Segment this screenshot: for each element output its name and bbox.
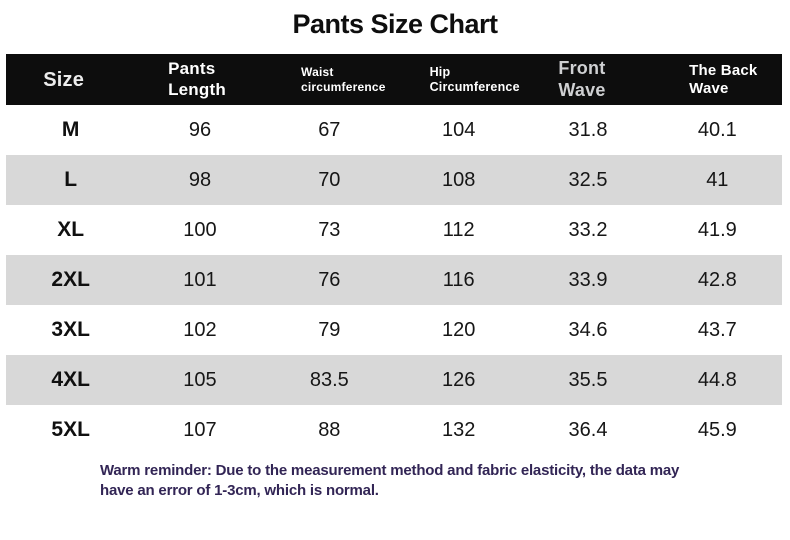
cell-the-back-wave: 44.8 [697, 368, 737, 391]
cell-pants-length: 105 [183, 368, 217, 391]
size-label: 5XL [51, 418, 90, 441]
column-header-the-back-wave: The Back Wave [689, 61, 758, 97]
column-header-waist-circumference: Waist circumference [300, 65, 386, 94]
cell-the-back-wave: 41.9 [697, 218, 737, 241]
size-label: 2XL [51, 268, 90, 291]
cell-waist-circumference: 88 [318, 418, 341, 441]
cell-hip-circumference: 116 [442, 268, 475, 291]
table-row-3xl: 3XL 102 79 120 34.6 43.7 [6, 305, 782, 355]
column-header-front-wave: Front Wave [558, 57, 606, 100]
cell-front-wave: 32.5 [568, 168, 608, 191]
column-header-size: Size [43, 68, 85, 91]
cell-front-wave: 34.6 [568, 318, 608, 341]
cell-front-wave: 35.5 [568, 368, 608, 391]
table-header-row: Size Pants Length Waist circumference Hip Circ… [6, 54, 782, 105]
cell-pants-length: 100 [183, 218, 217, 241]
cell-the-back-wave: 41 [706, 168, 729, 191]
cell-front-wave: 36.4 [568, 418, 608, 441]
cell-waist-circumference: 67 [318, 118, 341, 141]
cell-hip-circumference: 126 [441, 368, 476, 391]
table-row-m: M 96 67 104 31.8 40.1 [6, 105, 782, 155]
cell-waist-circumference: 79 [318, 318, 341, 341]
cell-hip-circumference: 132 [441, 418, 476, 441]
size-table: Size Pants Length Waist circumference Hip Circ… [6, 54, 782, 455]
table-body: M 96 67 104 31.8 40.1 L 98 70 108 32.5 41 XL 100 73 112… [6, 105, 782, 455]
size-label: M [61, 118, 80, 141]
cell-waist-circumference: 83.5 [309, 368, 349, 391]
cell-front-wave: 33.2 [568, 218, 608, 241]
cell-waist-circumference: 76 [318, 268, 341, 291]
cell-front-wave: 33.9 [568, 268, 608, 291]
size-label: 3XL [51, 318, 90, 341]
footnote: Warm reminder: Due to the measurement me… [100, 462, 680, 499]
cell-the-back-wave: 42.8 [697, 268, 737, 291]
cell-the-back-wave: 40.1 [697, 118, 737, 141]
size-label: 4XL [51, 368, 90, 391]
cell-pants-length: 102 [183, 318, 217, 341]
cell-pants-length: 96 [188, 118, 212, 141]
column-header-hip-circumference: Hip Circumference [429, 64, 520, 94]
page-title: Pants Size Chart [292, 9, 498, 39]
cell-hip-circumference: 104 [441, 118, 476, 141]
cell-front-wave: 31.8 [568, 118, 608, 141]
table-row-4xl: 4XL 105 83.5 126 35.5 44.8 [6, 355, 782, 405]
table-row-2xl: 2XL 101 76 116 33.9 42.8 [6, 255, 782, 305]
cell-pants-length: 107 [183, 418, 217, 441]
cell-hip-circumference: 112 [442, 218, 475, 241]
cell-the-back-wave: 43.7 [697, 318, 737, 341]
size-label: L [64, 168, 78, 191]
table-row-l: L 98 70 108 32.5 41 [6, 155, 782, 205]
cell-pants-length: 98 [188, 168, 212, 191]
table-row-5xl: 5XL 107 88 132 36.4 45.9 [6, 405, 782, 455]
cell-hip-circumference: 108 [441, 168, 476, 191]
cell-hip-circumference: 120 [441, 318, 476, 341]
size-label: XL [57, 218, 85, 241]
cell-the-back-wave: 45.9 [697, 418, 737, 441]
cell-waist-circumference: 73 [318, 218, 341, 241]
cell-pants-length: 101 [183, 268, 217, 291]
column-header-pants-length: Pants Length [168, 59, 226, 99]
table-row-xl: XL 100 73 112 33.2 41.9 [6, 205, 782, 255]
cell-waist-circumference: 70 [318, 168, 341, 191]
